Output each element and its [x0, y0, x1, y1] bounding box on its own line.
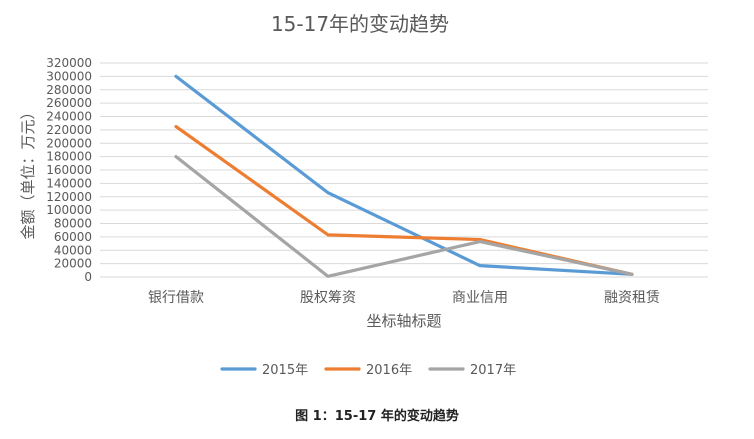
figure-caption: 图 1：15-17 年的变动趋势 — [295, 409, 459, 424]
chart-title: 15-17年的变动趋势 — [271, 12, 449, 36]
series-line — [174, 74, 634, 276]
y-tick-label: 60000 — [54, 230, 92, 244]
y-tick-label: 180000 — [46, 150, 92, 164]
series-lines — [174, 74, 634, 278]
legend: 2015年 2016年 2017年 — [220, 363, 516, 378]
legend-label: 2016年 — [366, 363, 412, 378]
chart-svg: 15-17年的变动趋势 0200004000060000800001000001… — [19, 12, 708, 378]
y-tick-label: 120000 — [46, 190, 92, 204]
series-line — [174, 124, 634, 276]
y-tick-label: 240000 — [46, 110, 92, 124]
y-tick-labels: 0200004000060000800001000001200001400001… — [46, 56, 92, 284]
line-chart: 15-17年的变动趋势 0 20000 40000 60000 80000 100000 1… — [19, 12, 708, 378]
y-tick-label: 220000 — [46, 123, 92, 137]
y-tick-label: 40000 — [54, 243, 92, 257]
y-tick-label: 0 — [84, 270, 92, 284]
x-axis-title: 坐标轴标题 — [366, 312, 441, 330]
y-tick-label: 140000 — [46, 176, 92, 190]
y-tick-label: 200000 — [46, 136, 92, 150]
x-tick-label: 融资租赁 — [604, 290, 660, 306]
y-tick-label: 320000 — [46, 56, 92, 70]
x-tick-label: 股权筹资 — [300, 289, 356, 306]
series-line — [174, 155, 634, 278]
y-tick-label: 300000 — [46, 69, 92, 83]
y-axis-title: 金额（单位：万元） — [19, 104, 37, 239]
legend-label: 2017年 — [470, 363, 516, 378]
x-tick-labels: 银行借款 股权筹资 商业信用 融资租赁 — [148, 289, 660, 306]
y-tick-label: 80000 — [54, 217, 92, 231]
legend-label: 2015年 — [262, 363, 308, 378]
x-tick-label: 商业信用 — [452, 290, 508, 306]
x-tick-label: 银行借款 — [148, 290, 204, 306]
y-tick-label: 20000 — [54, 257, 92, 271]
y-tick-label: 100000 — [46, 203, 92, 217]
y-tick-label: 260000 — [46, 96, 92, 110]
y-tick-label: 160000 — [46, 163, 92, 177]
y-tick-label: 280000 — [46, 83, 92, 97]
